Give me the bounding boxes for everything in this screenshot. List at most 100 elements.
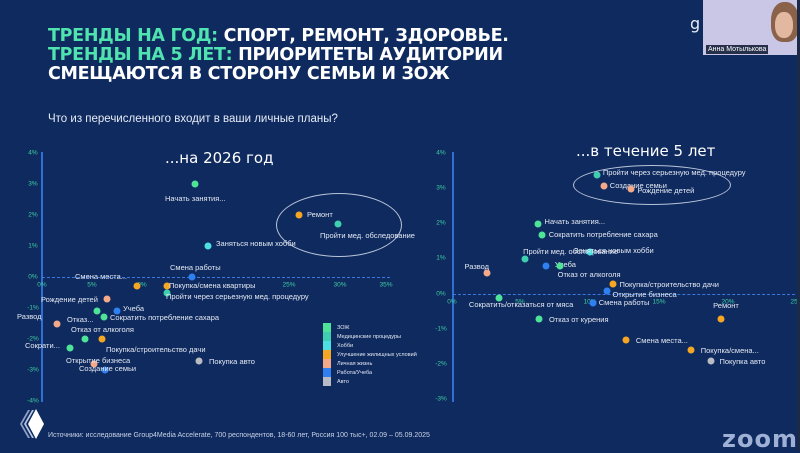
data-point-label: Покупка/смена квартиры [169, 281, 256, 291]
y-tick-label: 2% [28, 211, 38, 219]
y-tick-label: 0% [28, 273, 38, 281]
y-tick-label: 4% [28, 149, 38, 157]
legend-swatch [323, 368, 331, 377]
data-point[interactable] [687, 346, 695, 354]
legend-item: Личная жизнь [323, 359, 417, 368]
data-point[interactable] [101, 366, 109, 374]
data-point-label: Открытие бизнеса [66, 355, 131, 365]
data-point[interactable] [534, 220, 542, 228]
data-point-label: Отказ от курения [548, 314, 609, 324]
zoom-logo: zoom [722, 425, 798, 453]
left-chart-title: ...на 2026 год [165, 149, 274, 167]
data-point[interactable] [188, 273, 196, 281]
data-point[interactable] [195, 357, 203, 365]
x-tick-label: 20% [721, 298, 735, 306]
data-point-label: Пройти мед. обследование [320, 231, 415, 241]
data-point[interactable] [609, 280, 617, 287]
y-tick-label: 3% [436, 184, 446, 192]
data-point[interactable] [103, 295, 111, 303]
legend-swatch [323, 332, 331, 341]
data-point-label: Рождение детей [637, 186, 695, 195]
data-point[interactable] [53, 320, 61, 327]
legend-label: Личная жизнь [337, 360, 373, 367]
company-logo-icon [20, 409, 44, 439]
data-point[interactable] [163, 282, 171, 290]
data-point[interactable] [521, 255, 529, 263]
data-point[interactable] [90, 360, 98, 368]
y-tick-label: -1% [435, 325, 447, 333]
data-point-label: Развод [464, 262, 490, 271]
data-point[interactable] [717, 315, 725, 322]
data-point[interactable] [707, 357, 715, 364]
legend-item: Улучшение жилищных условий [323, 350, 417, 359]
data-point-label: Создание семьи [609, 180, 667, 190]
x-tick-label: 25% [790, 298, 800, 306]
data-point-label: Покупка/строительство дачи [619, 279, 719, 289]
data-point[interactable] [495, 294, 503, 301]
data-point-label: Покупка/строительство дачи [106, 345, 206, 354]
legend-swatch [323, 377, 331, 386]
x-tick-label: 15% [652, 298, 666, 306]
data-point-label: Заняться новым хобби [574, 246, 654, 255]
data-point[interactable] [191, 180, 199, 188]
data-point-label: Пройти мед. обследование [523, 247, 619, 256]
legend-item: Медицинские процедуры [323, 332, 417, 341]
right-highlight-ellipse [573, 165, 731, 205]
legend-label: ЗОЖ [337, 324, 350, 331]
data-point[interactable] [542, 262, 550, 270]
data-point[interactable] [163, 289, 171, 296]
data-point-label: Ремонт [307, 210, 333, 219]
participant-video-tile[interactable]: Анна Мотылькова [703, 0, 800, 55]
x-tick-label: 35% [379, 281, 393, 289]
legend-item: Хобби [323, 341, 417, 350]
data-point[interactable] [600, 182, 608, 189]
data-point[interactable] [81, 335, 89, 343]
data-point-label: Покупка/смена... [700, 346, 759, 355]
legend-label: Хобби [337, 342, 354, 349]
data-point[interactable] [586, 248, 594, 256]
x-tick-label: 0% [37, 281, 47, 289]
data-point[interactable] [589, 299, 597, 307]
legend-swatch [323, 350, 331, 359]
data-point[interactable] [204, 242, 212, 250]
data-point[interactable] [334, 220, 342, 228]
data-point[interactable] [603, 287, 611, 294]
legend-item: Работа/Учеба [323, 368, 417, 377]
y-tick-label: -2% [435, 360, 447, 368]
y-tick-label: 1% [436, 254, 446, 262]
data-point[interactable] [483, 269, 490, 277]
legend-swatch [323, 323, 331, 332]
participant-face [775, 12, 793, 38]
data-point-label: Покупка авто [209, 356, 255, 366]
data-point-label: Пройти через серьезную мед. процедуру [602, 168, 746, 177]
survey-question: Что из перечисленного входит в ваши личн… [48, 113, 338, 125]
data-point-label: Начать занятия... [544, 217, 606, 226]
data-point[interactable] [538, 231, 546, 238]
data-point[interactable] [66, 344, 74, 352]
data-point[interactable] [93, 307, 101, 315]
data-point-label: Пройти через серьезную мед. процедуру [166, 291, 309, 301]
data-point-label: Смена места... [635, 335, 688, 345]
data-point[interactable] [593, 171, 601, 179]
data-point[interactable] [100, 313, 108, 321]
y-tick-label: -1% [27, 304, 39, 312]
data-point[interactable] [622, 336, 630, 343]
x-tick-label: 5% [515, 298, 525, 306]
data-point[interactable] [627, 185, 635, 193]
x-tick-label: 30% [333, 281, 347, 289]
data-point[interactable] [556, 262, 564, 270]
data-point[interactable] [535, 315, 543, 322]
y-tick-label: 3% [28, 180, 38, 188]
legend-label: Работа/Учеба [337, 369, 373, 376]
data-point[interactable] [113, 307, 121, 315]
right-y-axis [452, 152, 454, 402]
window-edge [797, 0, 800, 450]
data-point[interactable] [295, 211, 303, 219]
data-point-label: Рождение детей [41, 294, 98, 304]
data-point[interactable] [133, 282, 141, 290]
y-tick-label: -2% [27, 335, 39, 343]
data-point[interactable] [98, 335, 106, 343]
data-point-label: Заняться новым хобби [216, 239, 296, 248]
partial-logo-letter: g [690, 14, 701, 33]
